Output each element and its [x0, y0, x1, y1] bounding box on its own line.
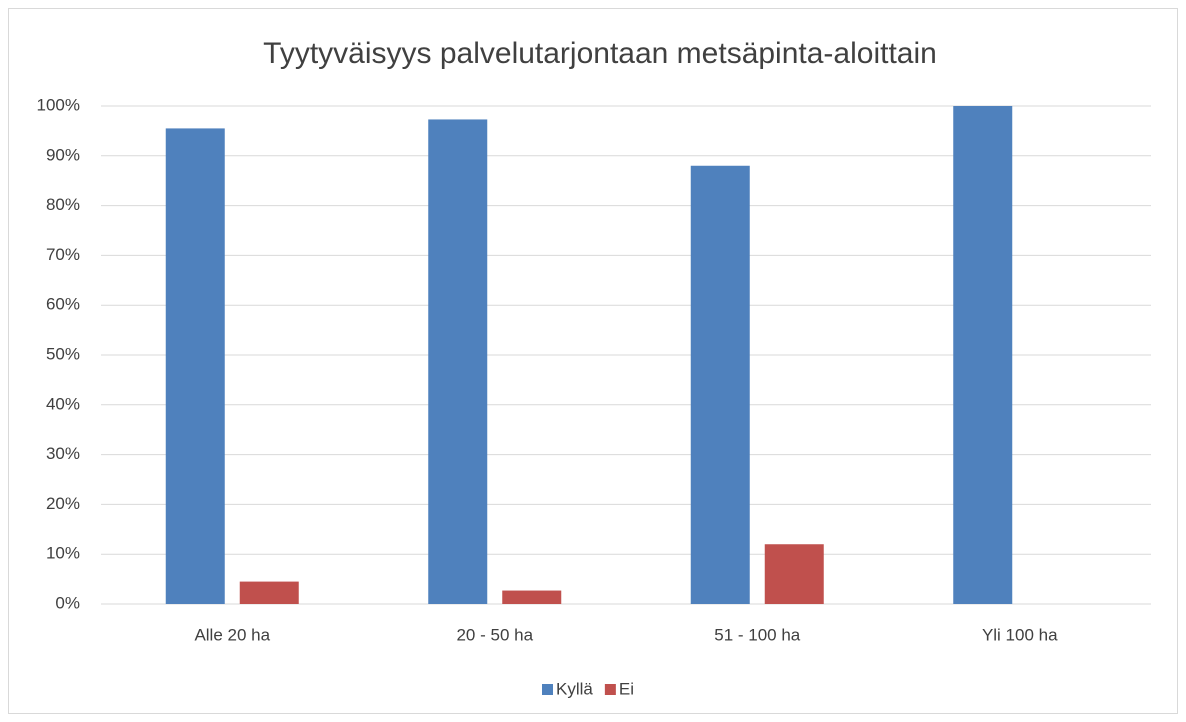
- y-tick-label: 10%: [46, 544, 80, 563]
- y-tick-label: 70%: [46, 245, 80, 264]
- x-tick-label: 51 - 100 ha: [714, 625, 801, 644]
- y-tick-label: 90%: [46, 145, 80, 164]
- x-tick-label: Yli 100 ha: [982, 625, 1058, 644]
- y-tick-label: 40%: [46, 394, 80, 413]
- chart-title: Tyytyväisyys palvelutarjontaan metsäpint…: [263, 37, 937, 70]
- y-tick-label: 20%: [46, 494, 80, 513]
- y-tick-label: 0%: [55, 593, 80, 612]
- x-tick-label: Alle 20 ha: [194, 625, 270, 644]
- y-tick-label: 30%: [46, 444, 80, 463]
- bar: [428, 119, 488, 605]
- legend-swatch: [604, 684, 616, 695]
- y-tick-label: 50%: [46, 344, 80, 363]
- legend-swatch: [542, 684, 553, 695]
- y-tick-label: 60%: [46, 295, 80, 314]
- legend-label: Ei: [619, 679, 634, 698]
- x-tick-label: 20 - 50 ha: [456, 625, 533, 644]
- bar: [165, 128, 225, 604]
- bar: [953, 106, 1013, 604]
- bar: [764, 544, 824, 604]
- legend-label: Kyllä: [556, 679, 593, 698]
- y-tick-label: 100%: [37, 95, 80, 114]
- y-tick-label: 80%: [46, 195, 80, 214]
- bar: [690, 165, 750, 604]
- bar: [502, 590, 562, 604]
- bar: [239, 581, 299, 604]
